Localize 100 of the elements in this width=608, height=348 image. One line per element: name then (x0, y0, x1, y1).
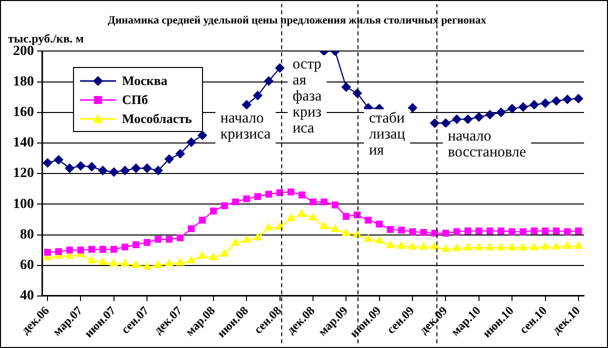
chart-title: Динамика средней удельной цены предложения жилья столичных регионах (108, 14, 487, 26)
point (552, 96, 561, 106)
point (408, 103, 418, 112)
legend-label: Москва (122, 72, 168, 88)
point (375, 236, 384, 244)
point (165, 259, 174, 266)
legend-label: Мособласть (122, 110, 192, 126)
point (332, 202, 339, 208)
point (65, 164, 74, 173)
point (242, 100, 252, 110)
point (496, 108, 506, 117)
point (464, 243, 472, 250)
point (508, 243, 516, 250)
point (88, 256, 96, 264)
point (198, 216, 206, 224)
point (77, 246, 84, 254)
point (143, 262, 152, 270)
point (320, 222, 328, 229)
point (220, 249, 229, 256)
point (209, 253, 218, 260)
point (287, 188, 294, 196)
point (508, 104, 517, 114)
point (243, 195, 250, 202)
point (386, 240, 394, 248)
y-tick-label: 100 (13, 196, 34, 212)
annotation: стаби лизац ия (368, 110, 406, 159)
point (541, 242, 550, 250)
point (530, 100, 539, 110)
point (518, 102, 528, 112)
point (376, 220, 383, 228)
y-tick-label: 80 (20, 227, 34, 242)
point (120, 259, 130, 266)
point (342, 82, 351, 92)
point (54, 155, 64, 164)
point (530, 228, 538, 234)
point (253, 90, 262, 100)
point (132, 241, 140, 248)
point (242, 236, 251, 243)
point (453, 228, 460, 236)
point (188, 225, 195, 232)
point (221, 202, 228, 210)
point (364, 216, 372, 224)
point (310, 198, 316, 206)
point (452, 244, 461, 252)
point (55, 248, 62, 256)
point (110, 246, 118, 253)
point (132, 260, 140, 268)
point (575, 228, 582, 234)
point (98, 166, 108, 176)
point (442, 244, 450, 252)
point (430, 118, 440, 128)
point (441, 118, 450, 128)
point (464, 228, 472, 234)
point (210, 208, 217, 214)
point (398, 226, 405, 234)
point (552, 242, 560, 250)
point (474, 243, 483, 250)
point (109, 167, 118, 177)
point (144, 238, 151, 246)
point (574, 242, 583, 249)
point (76, 161, 86, 171)
point (164, 154, 174, 164)
y-tick-label: 200 (13, 44, 34, 59)
point (552, 228, 560, 234)
point (186, 138, 196, 147)
y-tick-label: 180 (13, 74, 34, 90)
point (408, 242, 417, 250)
point (264, 76, 274, 86)
point (232, 238, 240, 246)
point (154, 260, 162, 268)
point (166, 236, 173, 243)
legend-label: СПб (122, 92, 148, 108)
point (176, 234, 184, 242)
point (474, 112, 484, 122)
point (540, 98, 550, 108)
point (176, 149, 185, 158)
point (110, 259, 118, 266)
point (519, 243, 528, 250)
point (98, 258, 107, 265)
point (498, 228, 504, 234)
point (298, 210, 306, 217)
annotation: остр ая фаза криз иса (292, 56, 322, 137)
point (198, 130, 207, 140)
point (485, 110, 495, 120)
y-tick-label: 40 (20, 288, 34, 304)
point (88, 246, 96, 253)
point (463, 114, 472, 124)
point (176, 258, 184, 266)
point (254, 233, 262, 240)
point (342, 212, 350, 220)
point (66, 246, 74, 254)
point (564, 228, 571, 236)
y-tick-label: 140 (13, 136, 34, 151)
point (131, 164, 141, 173)
point (187, 256, 196, 264)
point (387, 226, 394, 233)
point (530, 243, 538, 250)
point (122, 244, 128, 250)
point (254, 193, 262, 200)
point (520, 228, 527, 236)
